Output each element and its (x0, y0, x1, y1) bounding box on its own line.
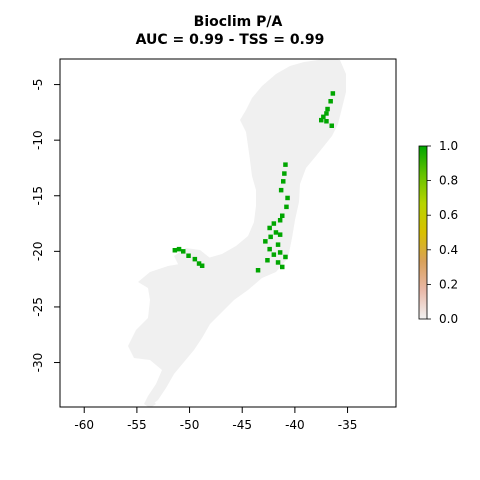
colorbar-tick-label: 0.2 (439, 277, 458, 291)
presence-cell (267, 225, 272, 231)
presence-cell (284, 204, 289, 210)
presence-cell (277, 232, 283, 237)
x-tick-label: -55 (127, 418, 147, 432)
presence-cell (275, 242, 281, 247)
plot-title: Bioclim P/A (194, 14, 283, 30)
colorbar-tick-label: 1.0 (439, 139, 458, 153)
landmass-south-tail (144, 396, 156, 407)
colorbar-tick-label: 0.0 (439, 312, 458, 326)
presence-cell (255, 268, 261, 273)
colorbar-legend: 0.0 0.2 0.4 0.6 0.8 1.0 (418, 139, 458, 326)
presence-cell (280, 213, 285, 218)
y-tick-label: -10 (31, 130, 45, 150)
presence-cells (172, 91, 336, 273)
presence-cell (186, 253, 191, 258)
presence-cell (278, 187, 284, 193)
presence-cell (271, 252, 277, 257)
presence-cell (285, 195, 290, 201)
presence-cell (283, 162, 288, 167)
presence-cell (329, 123, 334, 128)
presence-cell (283, 254, 288, 260)
plot-subtitle: AUC = 0.99 - TSS = 0.99 (136, 32, 325, 48)
presence-cell (271, 221, 277, 226)
colorbar-tick-label: 0.6 (439, 208, 458, 222)
colorbar-tick-label: 0.4 (439, 243, 458, 257)
presence-cell (282, 171, 287, 176)
presence-cell (199, 263, 205, 268)
x-tick-label: -60 (74, 418, 94, 432)
y-tick-label: -25 (31, 297, 45, 317)
presence-cell (281, 179, 286, 184)
colorbar-scale (418, 145, 428, 320)
presence-cell (330, 91, 336, 96)
presence-cell (319, 117, 324, 123)
x-tick-label: -45 (232, 418, 252, 432)
x-tick-label: -40 (285, 418, 305, 432)
presence-cell (265, 258, 270, 263)
presence-cell (172, 248, 178, 253)
x-tick-label: -50 (180, 418, 200, 432)
presence-cell (324, 111, 329, 116)
colorbar-tick-label: 0.8 (439, 174, 458, 188)
presence-cell (325, 106, 330, 112)
presence-cell (263, 239, 268, 244)
y-tick-label: -5 (31, 79, 45, 91)
plot-frame (59, 58, 397, 408)
presence-cell (181, 249, 186, 254)
presence-cell (277, 218, 283, 223)
landmass-region (128, 59, 346, 406)
colorbar-ticks: 0.0 0.2 0.4 0.6 0.8 1.0 (427, 139, 458, 326)
presence-cell (196, 261, 202, 266)
y-axis: -5 -10 -15 -20 -25 -30 (31, 79, 60, 373)
presence-cell (268, 234, 273, 240)
presence-cell (280, 264, 285, 270)
presence-cell (273, 230, 279, 235)
presence-cell (324, 119, 329, 124)
presence-cell (275, 260, 281, 265)
presence-cell (321, 114, 326, 120)
presence-cell (328, 99, 333, 104)
presence-cell (267, 246, 272, 252)
presence-cell (192, 256, 198, 262)
y-tick-label: -15 (31, 186, 45, 206)
presence-cell (176, 246, 182, 252)
x-axis: -60 -55 -50 -45 -40 -35 (74, 407, 357, 432)
y-tick-label: -20 (31, 242, 45, 262)
presence-cell (277, 250, 283, 255)
y-tick-label: -30 (31, 353, 45, 373)
x-tick-label: -35 (338, 418, 358, 432)
